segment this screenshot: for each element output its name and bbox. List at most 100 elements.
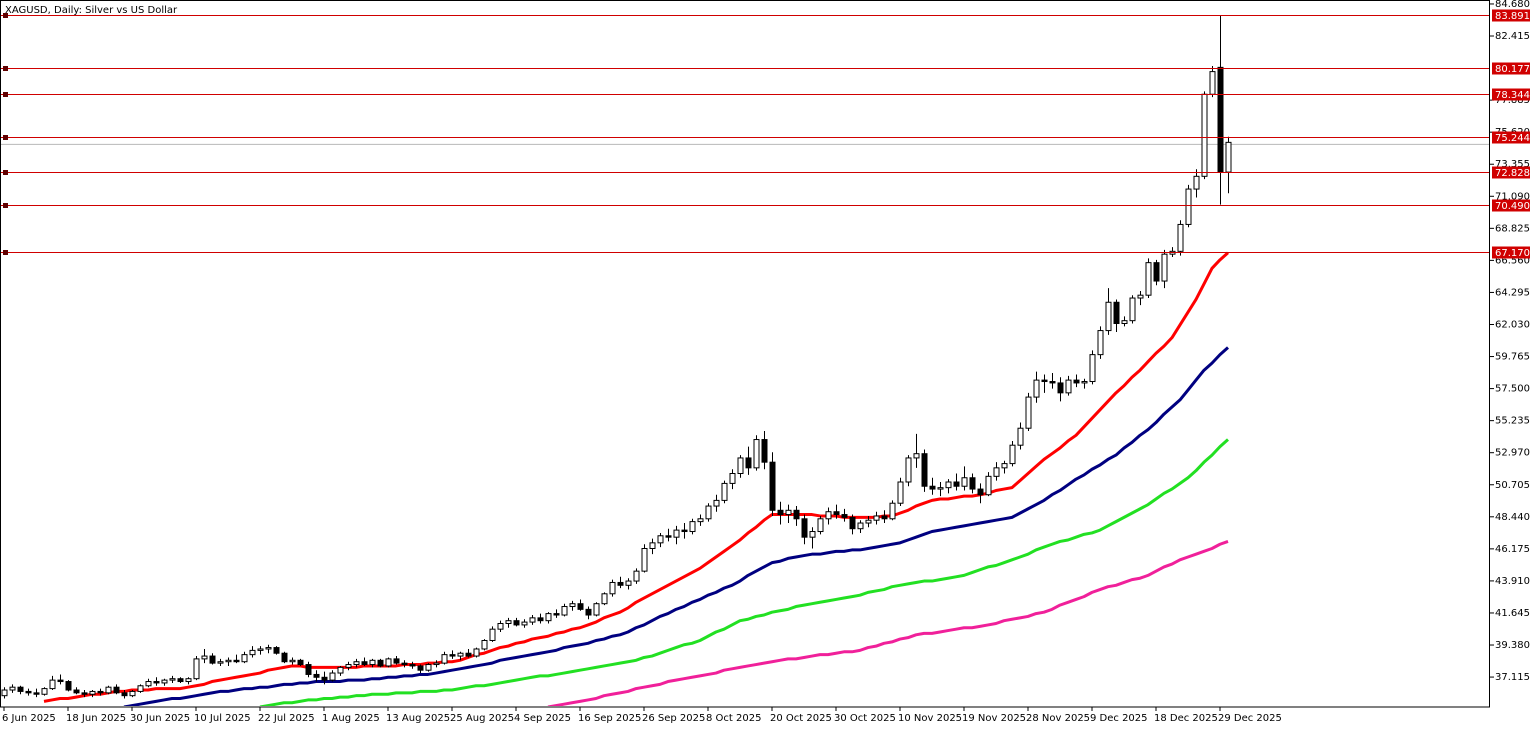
- candle-body: [1177, 223, 1184, 252]
- candle-body: [809, 531, 816, 538]
- candle-body: [921, 453, 928, 487]
- candle-body: [537, 617, 544, 622]
- y-tick-label: 77.885: [1495, 95, 1530, 106]
- moving-average: [259, 438, 1229, 706]
- candle-body: [449, 654, 456, 657]
- y-tick-label: 39.380: [1495, 640, 1530, 651]
- y-tick-label: 84.680: [1495, 0, 1530, 10]
- candle-body: [889, 502, 896, 520]
- candle-body: [1217, 66, 1224, 173]
- x-tick-label: 26 Sep 2025: [642, 713, 705, 724]
- level-anchor: [3, 92, 8, 97]
- candle-body: [105, 686, 112, 694]
- x-tick-label: 6 Jun 2025: [2, 713, 56, 724]
- candle-body: [601, 593, 608, 605]
- candle-body: [697, 518, 704, 523]
- y-tick-label: 46.175: [1495, 544, 1530, 555]
- x-tick-label: 10 Jul 2025: [194, 713, 251, 724]
- candle-body: [321, 676, 328, 681]
- candle-body: [177, 678, 184, 683]
- candle-body: [577, 603, 584, 610]
- candle-body: [753, 439, 760, 469]
- candle-body: [521, 621, 528, 626]
- y-tick-label: 62.030: [1495, 319, 1530, 330]
- x-tick-label: 18 Dec 2025: [1154, 713, 1218, 724]
- candle-body: [993, 467, 1000, 477]
- level-label: 78.344: [1495, 90, 1530, 101]
- candle-body: [473, 648, 480, 657]
- candle-body: [249, 649, 256, 656]
- candle-body: [529, 617, 536, 623]
- x-tick-label: 10 Nov 2025: [898, 713, 962, 724]
- y-tick-label: 66.560: [1495, 255, 1530, 266]
- candle-body: [777, 509, 784, 516]
- candle-body: [113, 686, 120, 694]
- candle-body: [969, 477, 976, 490]
- candle-body: [801, 518, 808, 538]
- candle-body: [9, 686, 16, 691]
- candle-body: [657, 535, 664, 544]
- candle-body: [505, 620, 512, 625]
- candle-body: [961, 477, 968, 487]
- level-label-bg: [1492, 9, 1530, 22]
- y-tick-label: 48.440: [1495, 512, 1530, 523]
- candle-body: [169, 678, 176, 681]
- candle-body: [489, 628, 496, 641]
- candle-body: [377, 659, 384, 667]
- y-tick-label: 59.765: [1495, 352, 1530, 363]
- candle-body: [593, 603, 600, 616]
- x-tick-label: 28 Nov 2025: [1026, 713, 1090, 724]
- level-label: 72.828: [1495, 168, 1530, 179]
- candle-body: [25, 690, 32, 694]
- candle-body: [1049, 381, 1056, 384]
- candle-body: [161, 679, 168, 684]
- level-label: 75.244: [1495, 133, 1530, 144]
- candle-body: [1201, 93, 1208, 177]
- moving-average: [547, 540, 1229, 706]
- y-tick-label: 37.115: [1495, 672, 1530, 683]
- candle-body: [745, 457, 752, 469]
- x-tick-label: 8 Oct 2025: [706, 713, 761, 724]
- moving-average: [43, 251, 1229, 703]
- x-tick-label: 9 Dec 2025: [1090, 713, 1148, 724]
- level-label: 83.891: [1495, 11, 1530, 22]
- x-tick-label: 19 Nov 2025: [962, 713, 1026, 724]
- candle-body: [209, 655, 216, 664]
- candle-body: [49, 679, 56, 690]
- candle-body: [329, 672, 336, 681]
- candle-body: [673, 529, 680, 538]
- candle-body: [241, 654, 248, 663]
- candle-body: [289, 659, 296, 663]
- candle-body: [153, 681, 160, 684]
- x-tick-label: 25 Aug 2025: [450, 713, 514, 724]
- candle-body: [361, 661, 368, 666]
- level-anchor: [3, 66, 8, 71]
- y-tick-label: 55.235: [1495, 416, 1530, 427]
- x-tick-label: 22 Jul 2025: [258, 713, 315, 724]
- candle-body: [1057, 382, 1064, 394]
- level-anchor: [3, 203, 8, 208]
- candle-body: [497, 623, 504, 630]
- candle-body: [297, 659, 304, 666]
- candle-body: [761, 439, 768, 463]
- candle-body: [913, 453, 920, 459]
- candle-body: [441, 654, 448, 664]
- candle-body: [841, 514, 848, 518]
- candle-body: [561, 606, 568, 616]
- candle-body: [1129, 297, 1136, 322]
- candle-body: [905, 457, 912, 483]
- y-tick-label: 41.645: [1495, 608, 1530, 619]
- candle-body: [641, 548, 648, 572]
- candle-body: [17, 686, 24, 692]
- candle-body: [313, 673, 320, 678]
- candle-body: [73, 689, 80, 694]
- x-tick-label: 20 Oct 2025: [770, 713, 832, 724]
- candle-body: [825, 511, 832, 520]
- candle-body: [793, 509, 800, 520]
- candle-body: [569, 603, 576, 608]
- candle-body: [225, 659, 232, 663]
- x-tick-label: 4 Sep 2025: [514, 713, 571, 724]
- candle-body: [201, 655, 208, 660]
- candle-body: [929, 485, 936, 490]
- candle-body: [1121, 320, 1128, 324]
